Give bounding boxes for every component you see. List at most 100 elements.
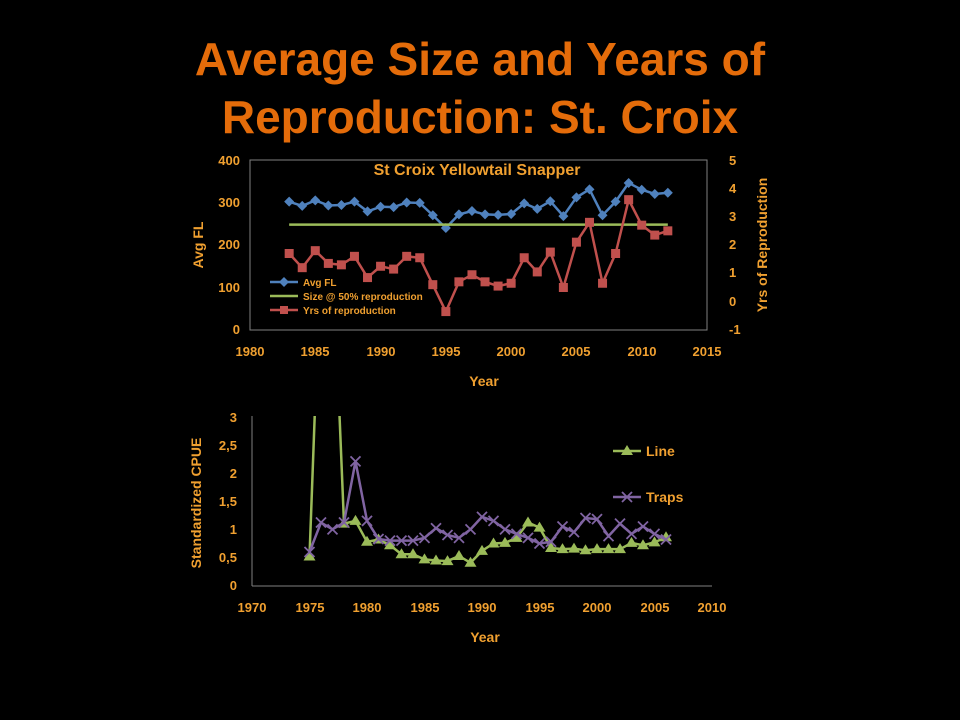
chart2-line-point	[453, 549, 465, 560]
chart1-avg-fl-point	[545, 196, 556, 207]
chart1-yrs-point	[402, 251, 412, 261]
chart2-traps-point	[568, 526, 580, 538]
chart1-x-tick: 2010	[628, 344, 657, 359]
chart1-yrs-point	[611, 249, 621, 258]
chart2-y-tick: 3	[230, 410, 237, 425]
chart2-line-point	[533, 521, 546, 532]
chart2-line-point	[579, 544, 592, 555]
chart2-line-point	[407, 548, 419, 559]
chart2-traps-point	[487, 515, 500, 527]
chart1-avg-fl-point	[310, 195, 321, 206]
chart2-traps-point	[384, 535, 396, 547]
chart2-y-tick: 1	[230, 522, 237, 537]
chart2-y-tick: 0,5	[219, 550, 237, 565]
chart1-avg-fl-point	[349, 196, 360, 207]
legend-yrs-label: Yrs of reproduction	[303, 306, 396, 317]
chart2-traps-point	[625, 528, 638, 540]
chart1-yrs-point	[349, 251, 359, 261]
chart2-line-point	[430, 554, 442, 565]
chart2-line-point	[303, 550, 316, 561]
legend-avg-fl-label: Avg FL	[303, 278, 337, 289]
chart1-x-tick: 1980	[236, 344, 265, 359]
chart2-traps-point	[372, 533, 385, 545]
chart2-traps-point	[579, 512, 592, 524]
chart1-yrs-point	[389, 264, 399, 274]
chart2-traps-point	[303, 546, 316, 558]
chart1-avg-fl-point	[493, 209, 504, 220]
chart1-x-ticks: 1980 1985 1990 1995 2000 2005 2010 2015	[236, 344, 722, 359]
chart2-line-point	[568, 542, 580, 553]
legend-yrs: Yrs of reproduction	[270, 306, 396, 317]
chart1-avg-fl-point	[649, 189, 660, 199]
chart2-y-tick: 2,5	[219, 438, 237, 453]
chart2-traps-point	[510, 528, 523, 540]
chart2-series-line-1	[308, 461, 667, 553]
chart1-yrs-point	[297, 263, 307, 273]
slide-title-line-2: Reproduction: St. Croix	[221, 91, 739, 143]
chart1-yrs-point	[663, 226, 673, 236]
chart2-traps-point	[338, 516, 350, 529]
chart1-y-tick: 100	[218, 280, 240, 295]
chart2-traps-point	[441, 529, 454, 541]
chart2-traps-point	[464, 523, 477, 535]
chart1-y2-tick: 5	[729, 153, 736, 168]
chart2-traps-point	[430, 522, 442, 534]
chart2-traps-point	[556, 520, 569, 533]
chart2-line-point	[591, 543, 603, 554]
chart2-line-point	[625, 536, 638, 547]
chart1-avg-fl-point	[532, 203, 543, 214]
chart1-title: St Croix Yellowtail Snapper	[374, 162, 581, 179]
chart1-yrs-point	[376, 261, 386, 271]
chart2-traps-point	[648, 528, 661, 540]
chart1-avg-fl-point	[427, 210, 438, 221]
chart1-avg-fl-point	[297, 200, 308, 211]
chart1-y-ticks: 0 100 200 300 400	[218, 153, 240, 337]
chart1-yrs-point	[441, 307, 451, 317]
chart2-traps-point	[591, 513, 603, 525]
chart1-avg-fl-point	[597, 210, 608, 221]
chart1-yrs-point	[284, 249, 294, 258]
chart2-line-point	[418, 553, 431, 564]
chart1-y2-axis-label: Yrs of Reproduction	[754, 178, 770, 313]
chart2-line-point	[637, 539, 649, 550]
chart2-x-tick: 1980	[353, 600, 382, 615]
chart2-x-ticks: 1970 1975 1980 1985 1990 1995 2000 2005 …	[238, 600, 727, 615]
chart1-y2-tick: 1	[729, 265, 736, 280]
chart1-y2-tick: -1	[729, 322, 741, 337]
chart1-x-tick: 2000	[497, 344, 526, 359]
chart2-y-tick: 2	[230, 466, 237, 481]
legend-line: Line	[613, 443, 675, 459]
chart2-x-tick: 1970	[238, 600, 267, 615]
chart2-traps-point	[407, 535, 419, 547]
chart1-y-tick: 200	[218, 237, 240, 252]
chart2-line-point	[476, 544, 488, 555]
chart1-yrs-point	[363, 273, 373, 283]
chart1-yrs-point	[637, 220, 647, 230]
chart2-line-point	[384, 539, 396, 550]
chart1-avg-fl-point	[623, 177, 634, 188]
chart1-yrs-point	[323, 258, 333, 268]
chart2-traps-point	[476, 511, 488, 523]
chart1-y2-tick: 0	[729, 294, 736, 309]
chart1-x-tick: 1985	[301, 344, 330, 359]
chart2-line-point	[361, 535, 373, 546]
chart1-yrs-point	[467, 270, 477, 280]
chart1-yrs-point	[558, 283, 568, 292]
legend-size-50-label: Size @ 50% reproduction	[303, 292, 423, 303]
chart1-x-tick: 1995	[432, 344, 461, 359]
legend-size-50: Size @ 50% reproduction	[270, 292, 423, 303]
chart2-x-tick: 1975	[296, 600, 325, 615]
chart2-traps-point	[499, 523, 511, 535]
chart2-traps-point	[637, 520, 649, 533]
chart1-avg-fl-point	[480, 209, 491, 220]
chart1-avg-fl-point	[375, 201, 386, 212]
chart1-avg-fl-point	[636, 184, 647, 195]
chart1-yrs-point	[493, 281, 503, 291]
chart2-line-point	[499, 536, 511, 547]
slide-title-line-1: Average Size and Years of	[194, 33, 766, 85]
chart1-avg-fl-point	[414, 197, 425, 208]
chart2-traps-point	[315, 516, 327, 529]
chart2-line-point	[556, 543, 569, 554]
chart1-x-tick: 2015	[693, 344, 722, 359]
